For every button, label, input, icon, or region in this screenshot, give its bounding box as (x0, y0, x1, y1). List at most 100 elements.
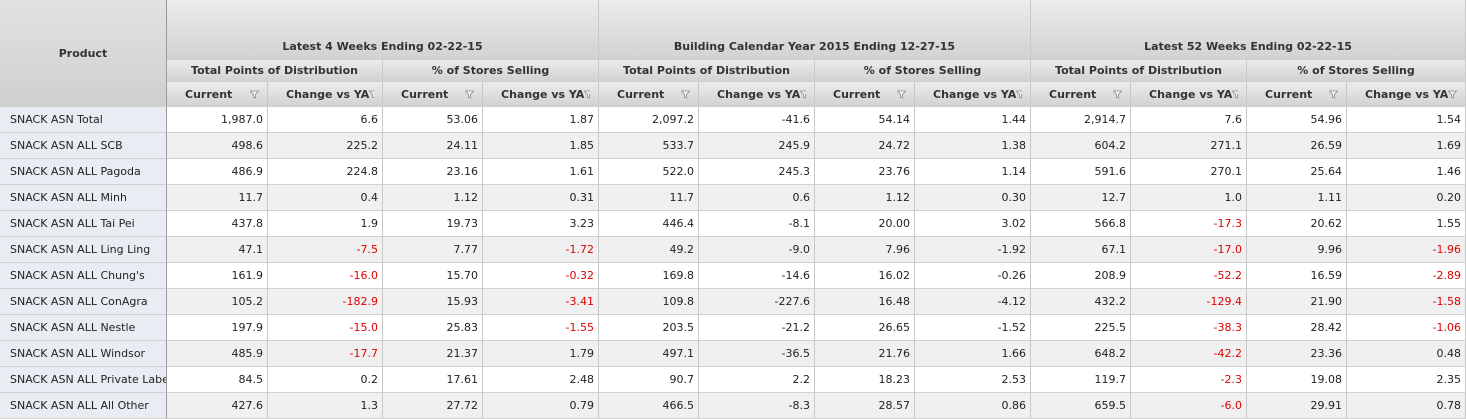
product-cell-text: SNACK ASN Total (10, 113, 103, 126)
value-cell-text: 161.9 (231, 269, 264, 282)
value-cell: 270.1 (1131, 159, 1247, 185)
value-cell-text: 533.7 (662, 139, 695, 152)
product-cell: SNACK ASN ALL Minh (0, 185, 167, 211)
column-header-text: Change vs YA (933, 87, 1017, 101)
column-header[interactable]: Change vs YA (483, 82, 599, 107)
product-header[interactable]: Product (0, 0, 167, 107)
value-cell: 26.65 (815, 315, 915, 341)
value-cell: 432.2 (1031, 289, 1131, 315)
value-cell-text: 0.48 (1436, 347, 1462, 360)
filter-icon[interactable] (897, 90, 906, 99)
column-header[interactable]: Change vs YA (268, 82, 383, 107)
value-cell-text: 6.6 (360, 113, 379, 126)
value-cell: 47.1 (167, 237, 268, 263)
group-header-text: Latest 4 Weeks Ending 02-22-15 (282, 40, 483, 53)
product-cell: SNACK ASN ALL Ling Ling (0, 237, 167, 263)
column-header[interactable]: Current (1031, 82, 1131, 107)
value-cell-text: 27.72 (446, 399, 479, 412)
filter-icon[interactable] (1329, 90, 1338, 99)
value-cell: -1.52 (915, 315, 1031, 341)
column-header[interactable]: Change vs YA (699, 82, 815, 107)
product-cell-text: SNACK ASN ALL Chung's (10, 269, 145, 282)
value-cell: 20.00 (815, 211, 915, 237)
value-cell: 16.48 (815, 289, 915, 315)
value-cell-text: 648.2 (1094, 347, 1127, 360)
value-cell-text: 0.78 (1436, 399, 1462, 412)
value-cell: -7.5 (268, 237, 383, 263)
value-cell-text: -21.2 (781, 321, 810, 334)
filter-icon[interactable] (369, 90, 374, 99)
value-cell: -1.55 (483, 315, 599, 341)
metric-header-text: Total Points of Distribution (191, 64, 358, 77)
value-cell-text: 23.36 (1310, 347, 1343, 360)
value-cell: 19.08 (1247, 367, 1347, 393)
value-cell-text: 659.5 (1094, 399, 1127, 412)
value-cell: 271.1 (1131, 133, 1247, 159)
value-cell: 522.0 (599, 159, 699, 185)
group-header: Building Calendar Year 2015 Ending 12-27… (599, 0, 1031, 60)
column-header[interactable]: Current (815, 82, 915, 107)
value-cell: 197.9 (167, 315, 268, 341)
value-cell: -16.0 (268, 263, 383, 289)
column-header[interactable]: Current (167, 82, 268, 107)
product-cell-text: SNACK ASN ALL Nestle (10, 321, 136, 334)
value-cell-text: -1.72 (565, 243, 594, 256)
value-cell: 25.83 (383, 315, 483, 341)
value-cell: 245.3 (699, 159, 815, 185)
filter-icon[interactable] (681, 90, 690, 99)
value-cell-text: 0.79 (569, 399, 595, 412)
value-cell: 54.96 (1247, 107, 1347, 133)
column-header[interactable]: Change vs YA (915, 82, 1031, 107)
value-cell-text: -129.4 (1206, 295, 1242, 308)
value-cell-text: -1.58 (1432, 295, 1461, 308)
value-cell-text: 17.61 (446, 373, 479, 386)
value-cell: 427.6 (167, 393, 268, 419)
filter-icon[interactable] (1113, 90, 1122, 99)
filter-icon[interactable] (250, 90, 259, 99)
column-header[interactable]: Change vs YA (1347, 82, 1466, 107)
value-cell: 67.1 (1031, 237, 1131, 263)
group-header: Latest 4 Weeks Ending 02-22-15 (167, 0, 599, 60)
filter-icon[interactable] (800, 90, 806, 99)
value-cell-text: 23.16 (446, 165, 479, 178)
value-cell-text: 1.12 (453, 191, 479, 204)
value-cell-text: 225.5 (1094, 321, 1127, 334)
filter-icon[interactable] (584, 90, 590, 99)
column-header-text: Change vs YA (286, 87, 370, 101)
filter-icon[interactable] (1448, 90, 1457, 99)
value-cell: 446.4 (599, 211, 699, 237)
product-cell-text: SNACK ASN ALL Ling Ling (10, 243, 151, 256)
value-cell: 26.59 (1247, 133, 1347, 159)
metric-header-text: % of Stores Selling (863, 64, 982, 77)
filter-icon[interactable] (465, 90, 474, 99)
product-cell-text: SNACK ASN ALL Windsor (10, 347, 146, 360)
column-header[interactable]: Current (383, 82, 483, 107)
column-header[interactable]: Change vs YA (1131, 82, 1247, 107)
product-cell: SNACK ASN ALL ConAgra (0, 289, 167, 315)
product-cell: SNACK ASN ALL Private Label (0, 367, 167, 393)
column-header[interactable]: Current (1247, 82, 1347, 107)
product-cell: SNACK ASN ALL All Other (0, 393, 167, 419)
value-cell-text: 498.6 (231, 139, 264, 152)
metric-header-text: % of Stores Selling (1297, 64, 1415, 77)
value-cell: 497.1 (599, 341, 699, 367)
value-cell: 90.7 (599, 367, 699, 393)
value-cell: 161.9 (167, 263, 268, 289)
value-cell: 466.5 (599, 393, 699, 419)
value-cell-text: 1.69 (1436, 139, 1462, 152)
filter-icon[interactable] (1232, 90, 1238, 99)
value-cell: 7.77 (383, 237, 483, 263)
value-cell-text: -7.5 (356, 243, 378, 256)
value-cell-text: 203.5 (662, 321, 695, 334)
value-cell: 12.7 (1031, 185, 1131, 211)
value-cell: -0.32 (483, 263, 599, 289)
filter-icon[interactable] (1016, 90, 1022, 99)
column-header[interactable]: Current (599, 82, 699, 107)
value-cell-text: 1.79 (569, 347, 595, 360)
value-cell-text: 15.93 (446, 295, 479, 308)
value-cell: 2.53 (915, 367, 1031, 393)
value-cell-text: 16.02 (878, 269, 911, 282)
value-cell: 109.8 (599, 289, 699, 315)
value-cell: 1.87 (483, 107, 599, 133)
